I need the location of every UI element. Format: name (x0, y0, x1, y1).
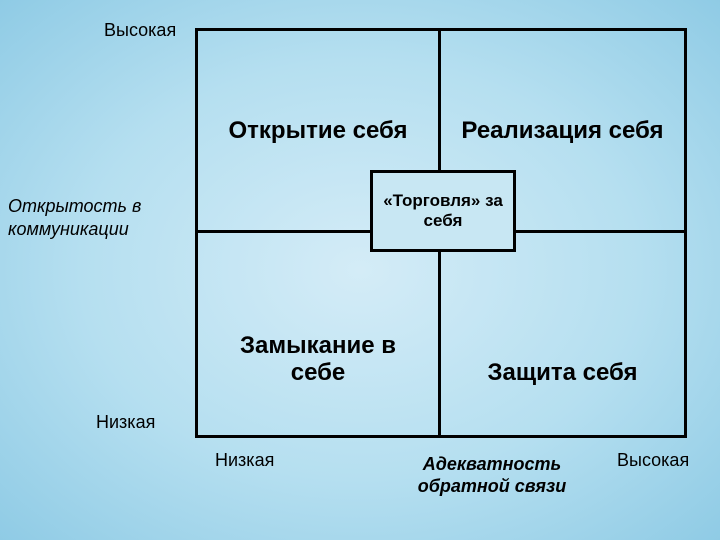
x-axis-title: Адекватность обратной связи (392, 454, 592, 497)
center-overlay-box: «Торговля» за себя (370, 170, 516, 252)
quadrant-bottom-right-label: Защита себя (487, 359, 637, 387)
y-axis-title: Открытость в коммуникации (8, 195, 183, 240)
quadrant-top-left-label: Открытие себя (228, 117, 407, 145)
x-axis-high-label: Высокая (617, 450, 689, 471)
x-axis-low-label: Низкая (215, 450, 274, 471)
quadrant-bottom-left: Замыкание в себе (198, 233, 441, 435)
quadrant-bottom-right: Защита себя (441, 233, 684, 435)
quadrant-top-right-label: Реализация себя (461, 117, 663, 145)
quadrant-bottom-left-label: Замыкание в себе (210, 332, 426, 387)
y-axis-low-label: Низкая (96, 412, 155, 433)
y-axis-high-label: Высокая (104, 20, 176, 41)
diagram-stage: Высокая Открытость в коммуникации Низкая… (0, 0, 720, 540)
center-overlay-label: «Торговля» за себя (379, 191, 507, 232)
